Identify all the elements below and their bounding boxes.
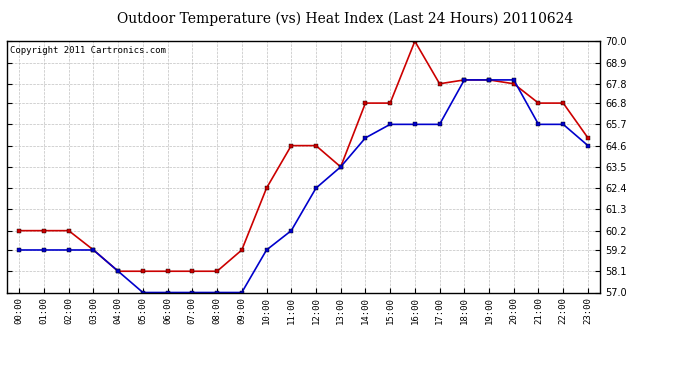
Text: Outdoor Temperature (vs) Heat Index (Last 24 Hours) 20110624: Outdoor Temperature (vs) Heat Index (Las…	[117, 11, 573, 26]
Text: Copyright 2011 Cartronics.com: Copyright 2011 Cartronics.com	[10, 46, 166, 55]
